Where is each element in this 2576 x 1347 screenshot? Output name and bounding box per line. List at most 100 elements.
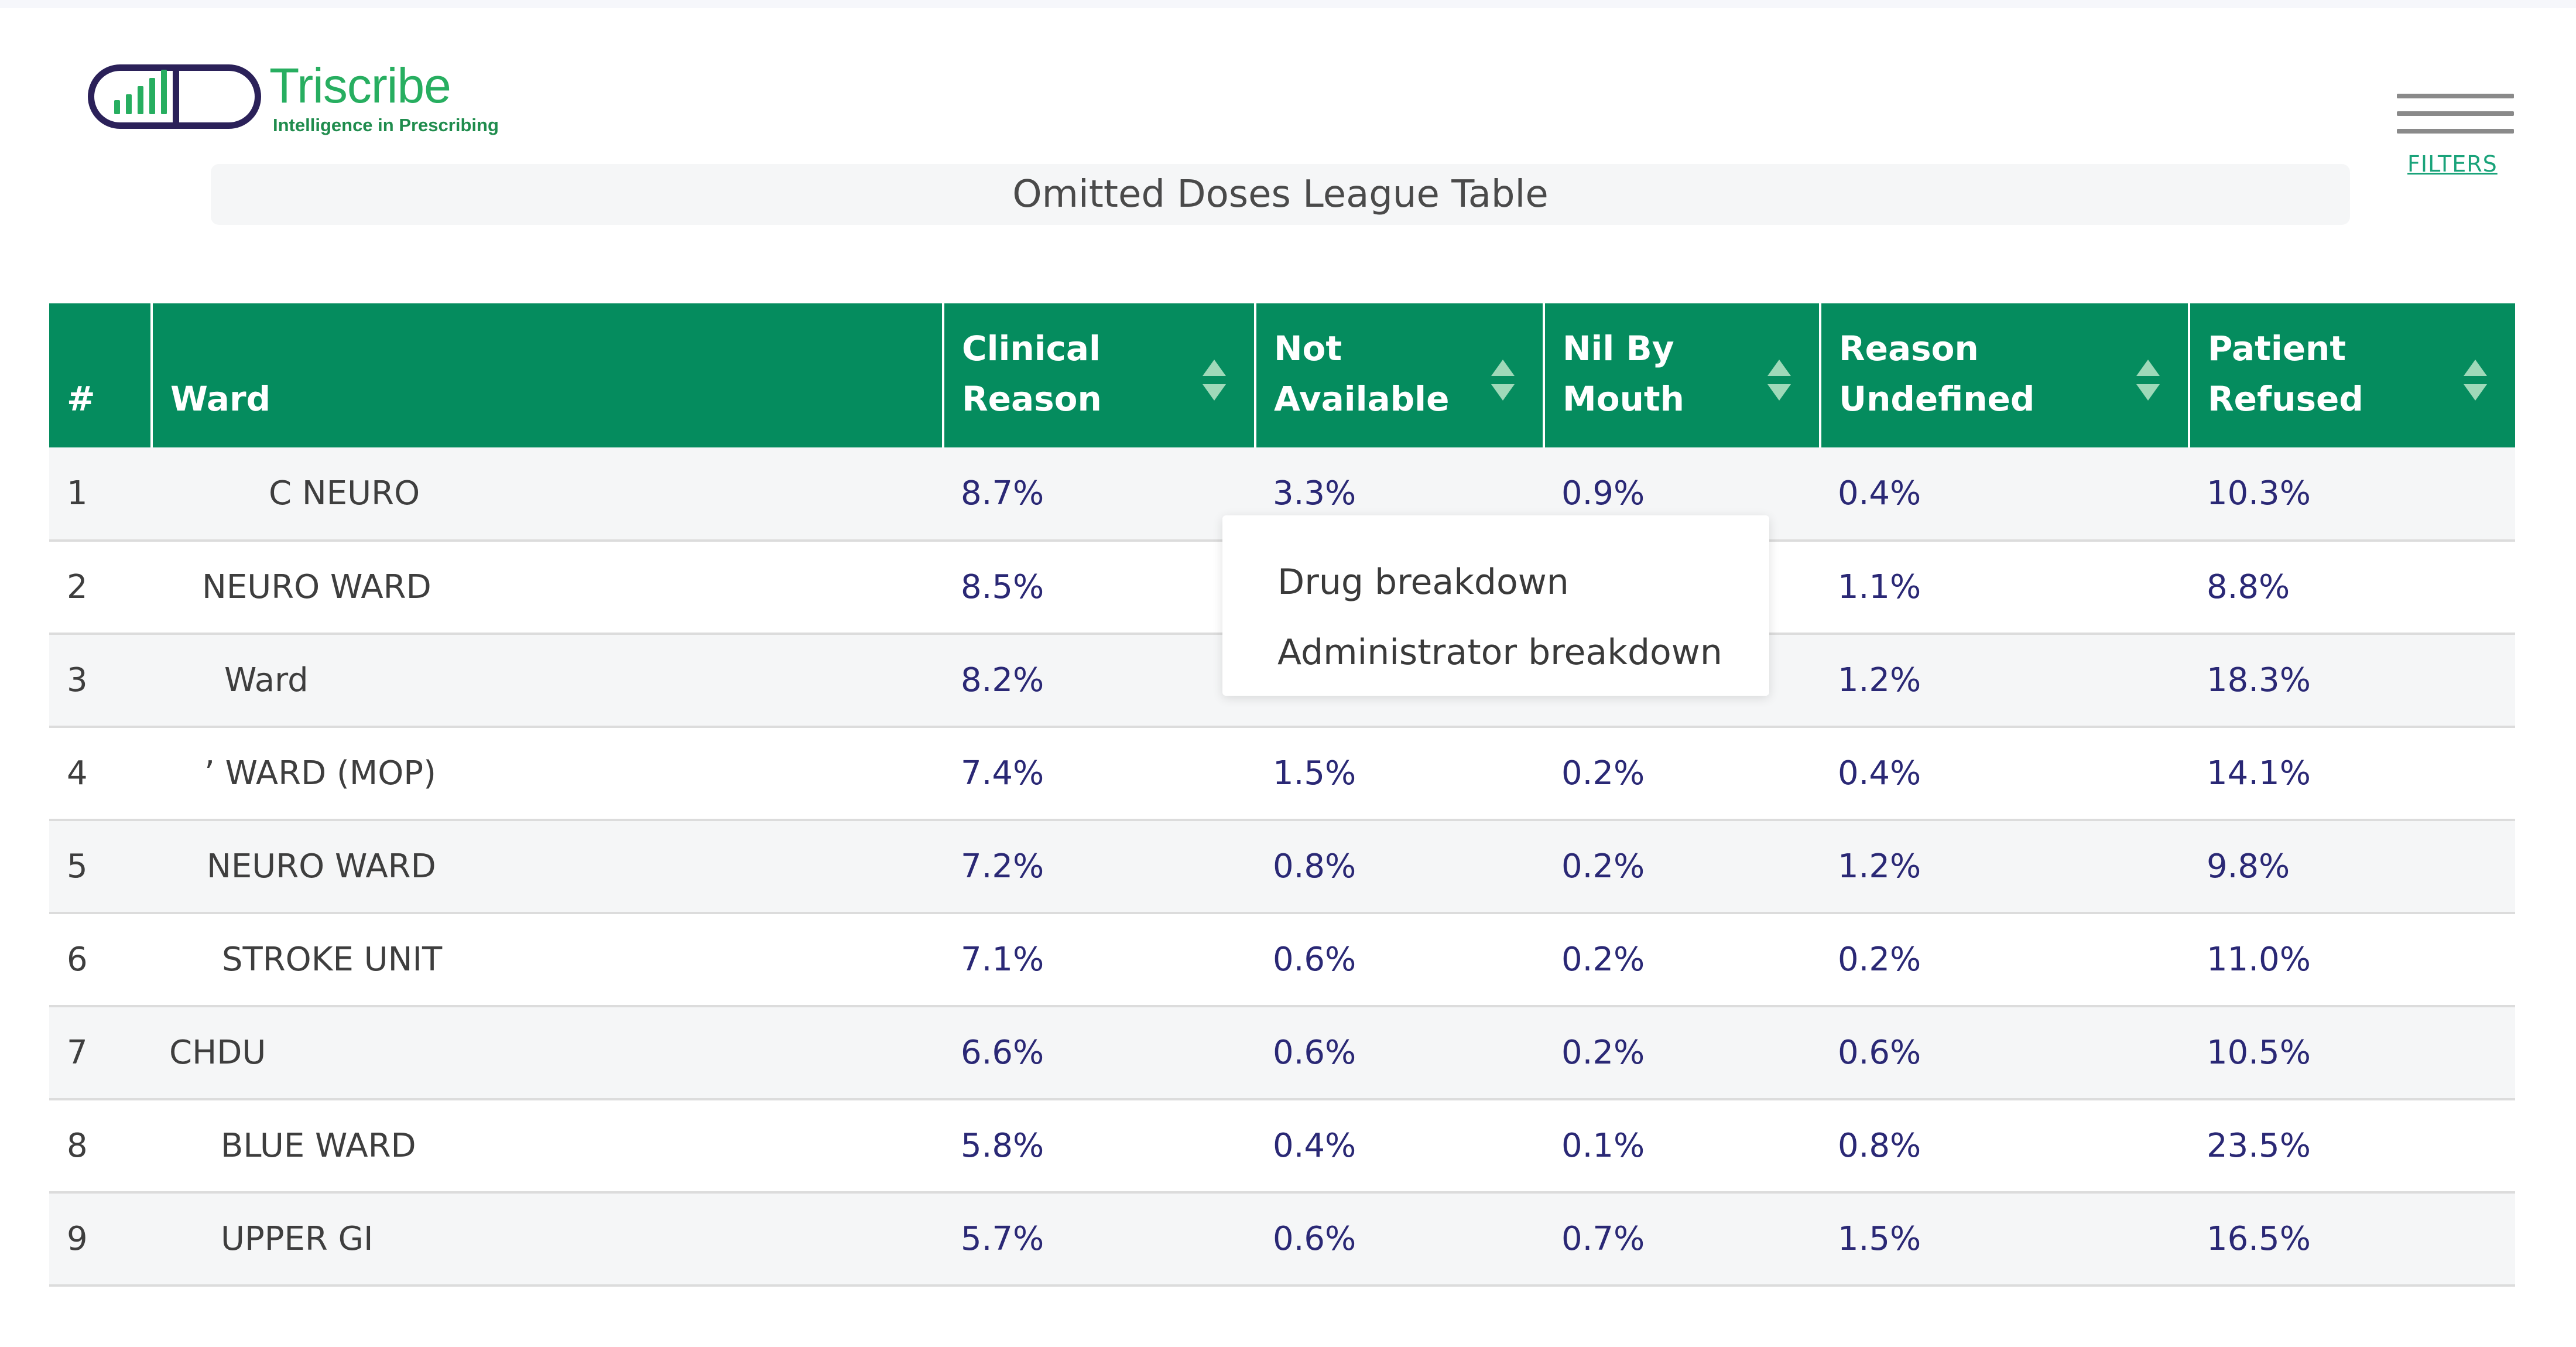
column-header-label: Nil By Mouth	[1563, 329, 1684, 419]
reason-undefined-cell[interactable]: 0.2%	[1820, 913, 2189, 1007]
clinical-reason-cell[interactable]: 5.7%	[943, 1192, 1255, 1287]
not-available-cell[interactable]: 0.6%	[1255, 913, 1544, 1007]
ward-cell: C NEURO	[152, 447, 943, 542]
column-header-label: #	[67, 379, 95, 419]
league-table: # Ward Clinical Reason Not Available Nil By …	[49, 303, 2515, 1287]
triscribe-logo: Triscribe Intelligence in Prescribing	[88, 58, 499, 136]
drug-breakdown-option[interactable]: Drug breakdown	[1277, 562, 1569, 603]
clinical-reason-cell[interactable]: 8.2%	[943, 634, 1255, 728]
patient-refused-cell[interactable]: 14.1%	[2189, 727, 2515, 821]
nil-by-mouth-cell[interactable]: 0.2%	[1544, 727, 1820, 821]
table-header-row: # Ward Clinical Reason Not Available Nil By …	[49, 303, 2515, 447]
ward-cell: BLUE WARD	[152, 1099, 943, 1194]
rank-cell: 2	[49, 541, 152, 635]
column-header-rank: #	[49, 303, 152, 447]
nil-by-mouth-cell[interactable]: 0.1%	[1544, 1099, 1820, 1194]
clinical-reason-cell[interactable]: 8.7%	[943, 447, 1255, 542]
table-row[interactable]: 5 NEURO WARD 7.2% 0.8% 0.2% 1.2% 9.8%	[49, 820, 2515, 914]
hamburger-icon[interactable]	[2397, 94, 2514, 138]
table-row[interactable]: 9 UPPER GI 5.7% 0.6% 0.7% 1.5% 16.5%	[49, 1192, 2515, 1287]
patient-refused-cell[interactable]: 18.3%	[2189, 634, 2515, 728]
not-available-cell[interactable]: 0.8%	[1255, 820, 1544, 914]
reason-undefined-cell[interactable]: 1.5%	[1820, 1192, 2189, 1287]
sort-icon[interactable]	[1201, 360, 1227, 401]
column-header-label: Reason Undefined	[1839, 329, 2035, 419]
column-header-label: Patient Refused	[2208, 329, 2363, 419]
nil-by-mouth-cell[interactable]: 0.2%	[1544, 820, 1820, 914]
rank-cell: 1	[49, 447, 152, 542]
column-header-reason-undefined[interactable]: Reason Undefined	[1819, 303, 2189, 447]
rank-cell: 4	[49, 727, 152, 821]
table-row[interactable]: 3 Ward 8.2% 1.2% 18.3%	[49, 634, 2515, 728]
clinical-reason-cell[interactable]: 7.4%	[943, 727, 1255, 821]
patient-refused-cell[interactable]: 8.8%	[2189, 541, 2515, 635]
reason-undefined-cell[interactable]: 1.2%	[1820, 634, 2189, 728]
ward-cell: UPPER GI	[152, 1192, 943, 1287]
sort-icon[interactable]	[2462, 360, 2488, 401]
nil-by-mouth-cell[interactable]: 0.2%	[1544, 913, 1820, 1007]
patient-refused-cell[interactable]: 9.8%	[2189, 820, 2515, 914]
reason-undefined-cell[interactable]: 0.4%	[1820, 727, 2189, 821]
patient-refused-cell[interactable]: 23.5%	[2189, 1099, 2515, 1194]
administrator-breakdown-option[interactable]: Administrator breakdown	[1277, 632, 1722, 673]
pill-logo-icon	[88, 64, 261, 129]
table-row[interactable]: 6 STROKE UNIT 7.1% 0.6% 0.2% 0.2% 11.0%	[49, 913, 2515, 1007]
sort-icon[interactable]	[2135, 360, 2161, 401]
column-header-label: Not Available	[1274, 329, 1450, 419]
reason-undefined-cell[interactable]: 1.2%	[1820, 820, 2189, 914]
column-header-patient-refused[interactable]: Patient Refused	[2188, 303, 2515, 447]
reason-undefined-cell[interactable]: 1.1%	[1820, 541, 2189, 635]
clinical-reason-cell[interactable]: 7.1%	[943, 913, 1255, 1007]
sort-icon[interactable]	[1490, 360, 1516, 401]
clinical-reason-cell[interactable]: 5.8%	[943, 1099, 1255, 1194]
context-menu: Drug breakdown Administrator breakdown	[1222, 515, 1769, 696]
clinical-reason-cell[interactable]: 6.6%	[943, 1006, 1255, 1100]
table-row[interactable]: 7 CHDU 6.6% 0.6% 0.2% 0.6% 10.5%	[49, 1006, 2515, 1100]
rank-cell: 6	[49, 913, 152, 1007]
rank-cell: 7	[49, 1006, 152, 1100]
filters-link[interactable]: FILTERS	[2407, 151, 2498, 177]
table-row[interactable]: 8 BLUE WARD 5.8% 0.4% 0.1% 0.8% 23.5%	[49, 1099, 2515, 1194]
ward-cell: CHDU	[152, 1006, 943, 1100]
rank-cell: 5	[49, 820, 152, 914]
column-header-nil-by-mouth[interactable]: Nil By Mouth	[1543, 303, 1820, 447]
ward-cell: NEURO WARD	[152, 541, 943, 635]
sort-icon[interactable]	[1766, 360, 1792, 401]
ward-cell: Ward	[152, 634, 943, 728]
ward-cell: STROKE UNIT	[152, 913, 943, 1007]
patient-refused-cell[interactable]: 10.3%	[2189, 447, 2515, 542]
page-title: Omitted Doses League Table	[1012, 173, 1549, 216]
page-title-bar: Omitted Doses League Table	[211, 164, 2350, 225]
column-header-label: Ward	[170, 379, 271, 419]
brand-name: Triscribe	[269, 58, 451, 113]
patient-refused-cell[interactable]: 16.5%	[2189, 1192, 2515, 1287]
reason-undefined-cell[interactable]: 0.4%	[1820, 447, 2189, 542]
not-available-cell[interactable]: 1.5%	[1255, 727, 1544, 821]
bar-chart-icon	[114, 70, 167, 114]
clinical-reason-cell[interactable]: 8.5%	[943, 541, 1255, 635]
column-header-label: Clinical Reason	[962, 329, 1102, 419]
column-header-not-available[interactable]: Not Available	[1254, 303, 1544, 447]
clinical-reason-cell[interactable]: 7.2%	[943, 820, 1255, 914]
ward-cell: NEURO WARD	[152, 820, 943, 914]
nil-by-mouth-cell[interactable]: 0.2%	[1544, 1006, 1820, 1100]
table-row[interactable]: 4’ WARD (MOP) 7.4% 1.5% 0.2% 0.4% 14.1%	[49, 727, 2515, 821]
not-available-cell[interactable]: 0.6%	[1255, 1006, 1544, 1100]
top-strip	[0, 0, 2576, 8]
reason-undefined-cell[interactable]: 0.6%	[1820, 1006, 2189, 1100]
patient-refused-cell[interactable]: 10.5%	[2189, 1006, 2515, 1100]
brand-tagline: Intelligence in Prescribing	[273, 115, 499, 135]
rank-cell: 3	[49, 634, 152, 728]
not-available-cell[interactable]: 0.6%	[1255, 1192, 1544, 1287]
rank-cell: 8	[49, 1099, 152, 1194]
nil-by-mouth-cell[interactable]: 0.7%	[1544, 1192, 1820, 1287]
patient-refused-cell[interactable]: 11.0%	[2189, 913, 2515, 1007]
rank-cell: 9	[49, 1192, 152, 1287]
column-header-clinical-reason[interactable]: Clinical Reason	[942, 303, 1255, 447]
column-header-ward: Ward	[150, 303, 943, 447]
not-available-cell[interactable]: 0.4%	[1255, 1099, 1544, 1194]
reason-undefined-cell[interactable]: 0.8%	[1820, 1099, 2189, 1194]
ward-cell: ’ WARD (MOP)	[152, 727, 943, 821]
